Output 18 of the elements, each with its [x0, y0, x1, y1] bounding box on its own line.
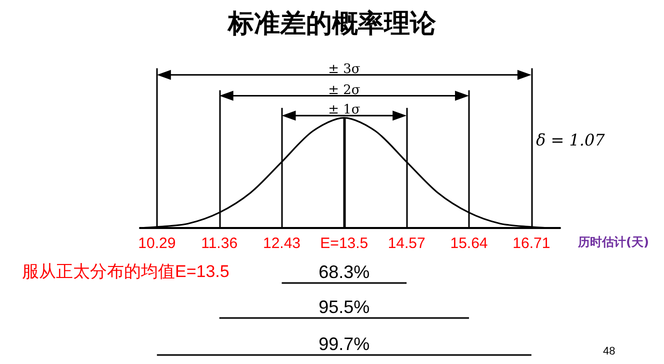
text: 68.3%	[318, 262, 370, 282]
x-axis-title: 历时估计(天)	[577, 235, 649, 249]
x-tick-label: 14.57	[388, 235, 426, 252]
text: 服从正太分布的均值E=13.5	[22, 262, 230, 281]
text: ± 1σ	[328, 102, 360, 118]
x-tick-label: 10.29	[138, 235, 176, 252]
x-tick-label: E=13.5	[320, 235, 368, 252]
text: 99.7%	[318, 334, 370, 354]
text: ± 2σ	[328, 82, 360, 98]
x-tick-label: 11.36	[201, 235, 238, 252]
x-tick-label: 15.64	[450, 235, 488, 252]
x-tick-label: 12.43	[262, 235, 301, 252]
chart-title: 标准差的概率理论	[227, 9, 437, 39]
text: 95.5%	[318, 297, 370, 317]
annotation: δ = 1.07	[536, 130, 606, 150]
text: ± 3σ	[328, 62, 360, 77]
text: 48	[603, 346, 616, 358]
x-tick-label: 16.71	[512, 235, 550, 252]
